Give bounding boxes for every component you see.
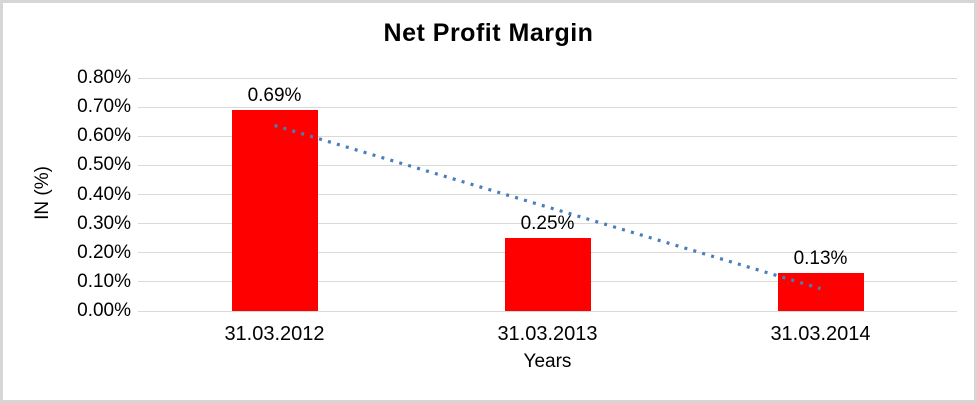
bar-31.03.2012 (231, 110, 318, 311)
y-tick-label: 0.10% (77, 270, 131, 292)
bar-31.03.2014 (777, 273, 864, 311)
y-tick-label: 0.60% (77, 125, 131, 147)
x-tick-label: 31.03.2012 (224, 323, 325, 345)
y-tick-label: 0.50% (77, 154, 131, 176)
bar-value-label: 0.13% (793, 248, 848, 270)
bar-value-label: 0.25% (520, 213, 575, 235)
y-tick-label: 0.80% (77, 67, 131, 88)
bar-31.03.2013 (504, 238, 591, 311)
gridline (138, 77, 957, 79)
bar-value-label: 0.69% (247, 85, 302, 107)
y-tick-label: 0.30% (77, 212, 131, 234)
y-tick-label: 0.40% (77, 183, 131, 205)
plot-area (138, 77, 957, 312)
x-tick-label: 31.03.2014 (770, 323, 871, 345)
x-tick-label: 31.03.2013 (497, 323, 598, 345)
gridline (138, 310, 957, 312)
y-tick-label: 0.20% (77, 241, 131, 263)
chart-title: Net Profit Margin (383, 19, 594, 47)
y-tick-label: 0.00% (77, 300, 131, 321)
gridline (138, 106, 957, 108)
x-axis-title: Years (523, 351, 572, 372)
y-tick-label: 0.70% (77, 96, 131, 118)
